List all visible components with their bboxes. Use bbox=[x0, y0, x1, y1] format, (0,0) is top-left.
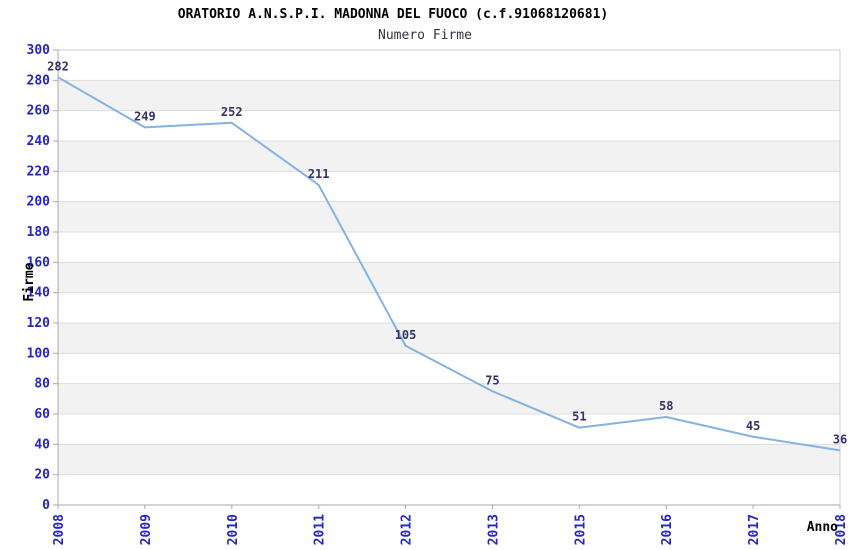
y-tick-label: 0 bbox=[42, 498, 50, 513]
data-labels-group: 282 249 252 211 105 75 51 58 45 36 bbox=[47, 59, 847, 446]
y-tick-label: 60 bbox=[34, 407, 50, 422]
x-tick-label: 2011 bbox=[313, 514, 328, 545]
plot-band bbox=[58, 50, 840, 81]
y-tick-label: 40 bbox=[34, 437, 50, 452]
data-point-label: 211 bbox=[308, 167, 330, 181]
axes bbox=[53, 49, 841, 509]
x-tick-label: 2016 bbox=[660, 514, 675, 545]
x-tick-label: 2012 bbox=[400, 514, 415, 545]
plot-band bbox=[58, 414, 840, 445]
plot-band bbox=[58, 232, 840, 263]
y-axis-title: Firme bbox=[22, 262, 37, 301]
data-point-label: 249 bbox=[134, 109, 156, 123]
y-tick-label: 180 bbox=[27, 225, 51, 240]
data-point-label: 51 bbox=[572, 410, 586, 424]
series-group bbox=[57, 76, 841, 452]
plot-band bbox=[58, 474, 840, 505]
gridlines bbox=[58, 79, 840, 476]
y-tick-label: 300 bbox=[27, 43, 51, 58]
y-tick-label: 200 bbox=[27, 195, 51, 210]
plot-band bbox=[58, 444, 840, 475]
data-point-label: 282 bbox=[47, 59, 69, 73]
x-tick-labels-group: 2008 2009 2010 2011 2012 2013 2015 2016 2017 2018 bbox=[52, 514, 849, 545]
y-tick-label: 220 bbox=[27, 164, 51, 179]
plot-bands bbox=[58, 50, 840, 505]
x-tick-label: 2010 bbox=[226, 514, 241, 545]
x-axis-title: Anno bbox=[807, 520, 838, 535]
plot-band bbox=[58, 292, 840, 323]
data-point-label: 252 bbox=[221, 105, 243, 119]
data-point-label: 75 bbox=[485, 373, 499, 387]
y-tick-label: 20 bbox=[34, 468, 50, 483]
y-tick-label: 280 bbox=[27, 73, 51, 88]
plot-band bbox=[58, 383, 840, 414]
x-tick-label: 2015 bbox=[573, 514, 588, 545]
plot-band bbox=[58, 171, 840, 202]
data-point-label: 105 bbox=[395, 328, 417, 342]
y-tick-label: 260 bbox=[27, 104, 51, 119]
plot-band bbox=[58, 201, 840, 232]
x-tick-label: 2008 bbox=[52, 514, 67, 545]
data-point-label: 45 bbox=[746, 419, 760, 433]
y-tick-label: 160 bbox=[27, 255, 51, 270]
plot-band bbox=[58, 323, 840, 354]
y-tick-label: 140 bbox=[27, 286, 51, 301]
plot-band bbox=[58, 141, 840, 172]
y-tick-label: 120 bbox=[27, 316, 51, 331]
data-point-label: 36 bbox=[833, 432, 847, 446]
data-point-label: 58 bbox=[659, 399, 673, 413]
x-tick-label: 2018 bbox=[834, 514, 849, 545]
plot-band bbox=[58, 262, 840, 293]
y-tick-label: 80 bbox=[34, 377, 50, 392]
series-line bbox=[57, 76, 841, 452]
plot-band bbox=[58, 80, 840, 111]
y-tick-label: 240 bbox=[27, 134, 51, 149]
x-tick-label: 2013 bbox=[486, 514, 501, 545]
x-tick-label: 2017 bbox=[747, 514, 762, 545]
y-tick-labels-group: 0 20 40 60 80 100 120 140 160 180 200 220 240 260 280 3… bbox=[27, 43, 51, 513]
x-tick-label: 2009 bbox=[139, 514, 154, 545]
chart-subtitle: Numero Firme bbox=[378, 28, 472, 43]
chart-title: ORATORIO A.N.S.P.I. MADONNA DEL FUOCO (c… bbox=[177, 7, 609, 22]
y-tick-label: 100 bbox=[27, 346, 51, 361]
